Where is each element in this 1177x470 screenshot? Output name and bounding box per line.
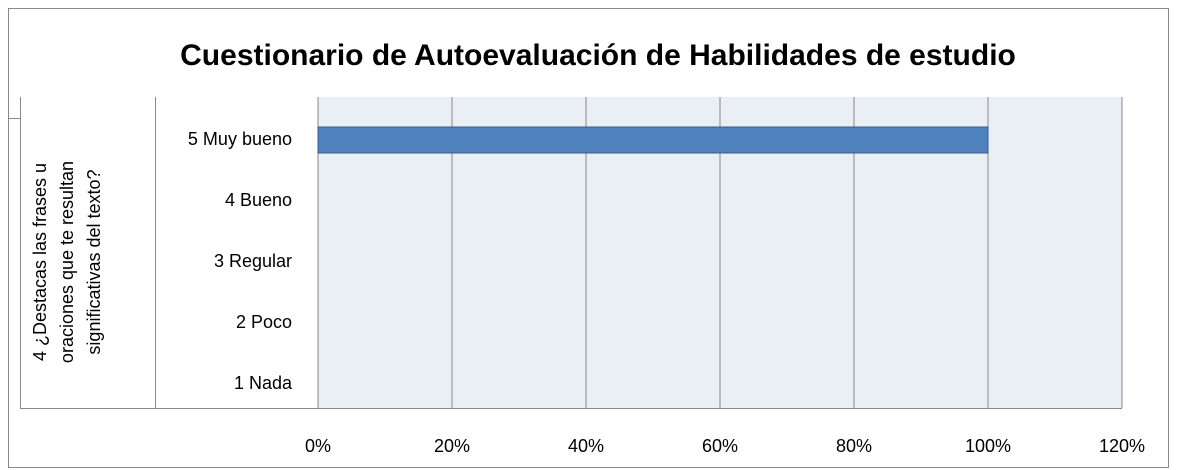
y-tick-label: 5 Muy bueno xyxy=(188,129,292,149)
x-tick-label: 120% xyxy=(1099,436,1145,456)
x-tick-label: 80% xyxy=(836,436,872,456)
y-tick-label: 2 Poco xyxy=(236,312,292,332)
y-axis-label: oraciones que te resultan xyxy=(57,161,77,363)
y-tick-label: 3 Regular xyxy=(214,251,292,271)
chart-title: Cuestionario de Autoevaluación de Habili… xyxy=(180,39,1016,72)
x-tick-label: 20% xyxy=(434,436,470,456)
x-tick-label: 0% xyxy=(305,436,331,456)
y-axis-label: 4 ¿Destacas las frases u xyxy=(30,163,50,361)
bar xyxy=(317,126,989,154)
x-tick-label: 60% xyxy=(702,436,738,456)
x-tick-label: 100% xyxy=(965,436,1011,456)
y-axis-label: significativas del texto? xyxy=(84,169,104,354)
x-tick-label: 40% xyxy=(568,436,604,456)
y-tick-label: 4 Bueno xyxy=(225,190,292,210)
y-tick-label: 1 Nada xyxy=(234,373,293,393)
